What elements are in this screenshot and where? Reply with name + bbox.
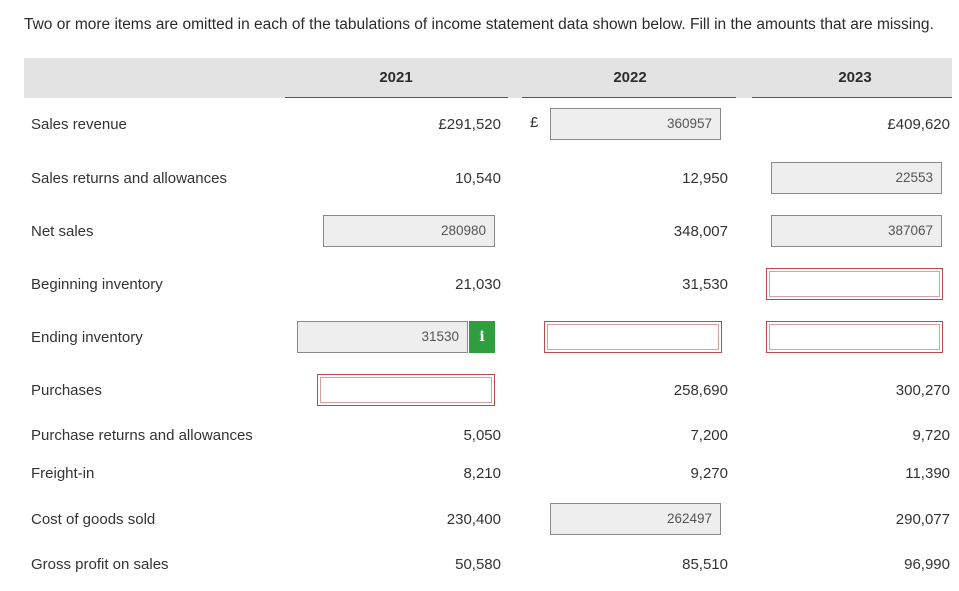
net-sales-2021-input[interactable]: 280980 bbox=[323, 215, 495, 247]
freight-in-2021: 8,210 bbox=[463, 465, 501, 482]
purchases-2023: 300,270 bbox=[895, 382, 950, 399]
beginning-inventory-2023-input[interactable] bbox=[766, 268, 943, 300]
gross-profit-2022: 85,510 bbox=[682, 556, 728, 573]
column-header-2023: 2023 bbox=[838, 69, 872, 86]
ending-inventory-2023-input[interactable] bbox=[766, 321, 943, 353]
ending-inventory-2023-field[interactable] bbox=[769, 324, 940, 350]
sales-returns-2021: 10,540 bbox=[455, 170, 501, 187]
row-label-sales-returns: Sales returns and allowances bbox=[31, 170, 227, 187]
purchase-returns-2021: 5,050 bbox=[463, 427, 501, 444]
column-header-2021: 2021 bbox=[379, 69, 413, 86]
beginning-inventory-2023-field[interactable] bbox=[769, 271, 940, 297]
instructions-text: Two or more items are omitted in each of… bbox=[24, 16, 934, 33]
purchases-2021-input[interactable] bbox=[317, 374, 495, 406]
gross-profit-2021: 50,580 bbox=[455, 556, 501, 573]
row-label-freight-in: Freight-in bbox=[31, 465, 95, 482]
gross-profit-2023: 96,990 bbox=[904, 556, 950, 573]
purchases-2021-field[interactable] bbox=[320, 377, 492, 403]
net-sales-2023-input[interactable]: 387067 bbox=[771, 215, 942, 247]
row-label-sales-revenue: Sales revenue bbox=[31, 116, 127, 133]
row-label-net-sales: Net sales bbox=[31, 223, 94, 240]
column-underline-2021 bbox=[285, 97, 508, 98]
row-label-purchase-returns: Purchase returns and allowances bbox=[31, 427, 253, 444]
sales-returns-2022: 12,950 bbox=[682, 170, 728, 187]
cogs-2021: 230,400 bbox=[446, 511, 501, 528]
sales-revenue-2023: £409,620 bbox=[887, 116, 950, 133]
beginning-inventory-2022: 31,530 bbox=[682, 276, 728, 293]
table-header bbox=[24, 58, 952, 98]
purchases-2022: 258,690 bbox=[673, 382, 728, 399]
beginning-inventory-2021: 21,030 bbox=[455, 276, 501, 293]
column-underline-2022 bbox=[522, 97, 736, 98]
sales-revenue-2021: £291,520 bbox=[438, 116, 501, 133]
cogs-2023: 290,077 bbox=[895, 511, 950, 528]
info-icon[interactable]: i bbox=[469, 321, 495, 353]
column-header-2022: 2022 bbox=[613, 69, 647, 86]
sales-returns-2023-input[interactable]: 22553 bbox=[771, 162, 942, 194]
ending-inventory-2021-input[interactable]: 31530 bbox=[297, 321, 468, 353]
purchase-returns-2023: 9,720 bbox=[912, 427, 950, 444]
net-sales-2022: 348,007 bbox=[673, 223, 728, 240]
freight-in-2023: 11,390 bbox=[905, 465, 950, 482]
cogs-2022-input[interactable]: 262497 bbox=[550, 503, 721, 535]
row-label-gross-profit: Gross profit on sales bbox=[31, 556, 169, 573]
currency-symbol: £ bbox=[530, 114, 539, 131]
sales-revenue-2022-input[interactable]: 360957 bbox=[550, 108, 721, 140]
freight-in-2022: 9,270 bbox=[690, 465, 728, 482]
row-label-purchases: Purchases bbox=[31, 382, 102, 399]
column-underline-2023 bbox=[752, 97, 952, 98]
purchase-returns-2022: 7,200 bbox=[690, 427, 728, 444]
row-label-cogs: Cost of goods sold bbox=[31, 511, 156, 528]
ending-inventory-2022-input[interactable] bbox=[544, 321, 722, 353]
row-label-ending-inventory: Ending inventory bbox=[31, 329, 143, 346]
row-label-beginning-inventory: Beginning inventory bbox=[31, 276, 163, 293]
ending-inventory-2022-field[interactable] bbox=[547, 324, 719, 350]
